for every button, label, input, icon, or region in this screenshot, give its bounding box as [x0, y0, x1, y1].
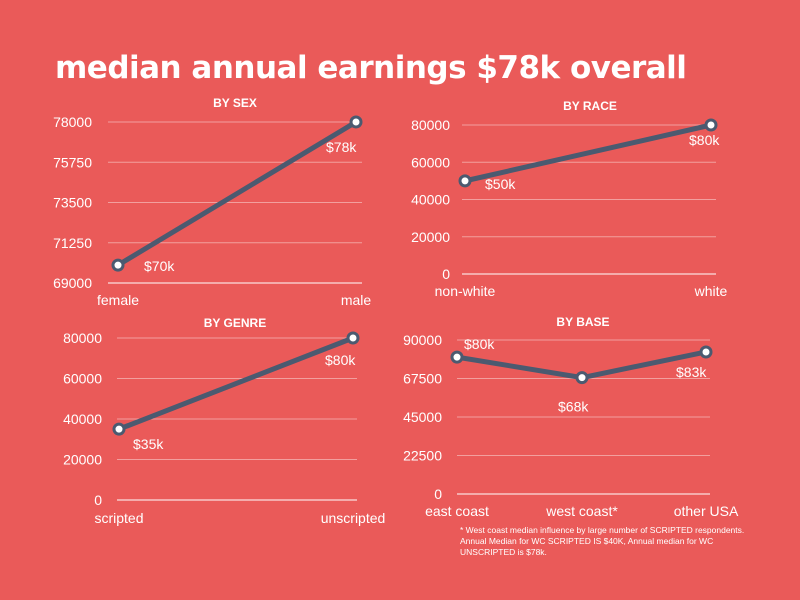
- data-label: $80k: [464, 336, 495, 352]
- y-tick-label: 78000: [53, 114, 92, 130]
- series-line: [115, 119, 359, 268]
- y-tick-label: 80000: [411, 117, 450, 133]
- y-tick-label: 60000: [411, 154, 450, 170]
- x-category-label: unscripted: [321, 510, 386, 526]
- data-point-marker: [450, 350, 464, 364]
- chart-base: BY BASE 0 22500 45000 67500 90000 east coast we…: [403, 315, 739, 519]
- data-label: $83k: [676, 364, 707, 380]
- y-tick-label: 69000: [53, 275, 92, 291]
- data-label: $78k: [326, 139, 357, 155]
- x-category-label: female: [97, 292, 139, 308]
- data-point-marker: [704, 118, 718, 132]
- y-tick-label: 0: [94, 492, 102, 508]
- y-tick-label: 45000: [403, 409, 442, 425]
- data-point-marker: [458, 174, 472, 188]
- x-category-label: east coast: [425, 503, 489, 519]
- y-tick-label: 71250: [53, 235, 92, 251]
- y-tick-label: 67500: [403, 371, 442, 387]
- chart-title: BY GENRE: [204, 316, 266, 330]
- y-tick-label: 73500: [53, 195, 92, 211]
- chart-sex: BY SEX 69000 71250 73500 75750 78000 female mal…: [53, 96, 371, 308]
- data-point-marker: [112, 422, 126, 436]
- y-tick-label: 22500: [403, 448, 442, 464]
- y-tick-label: 40000: [411, 192, 450, 208]
- data-point-marker: [349, 115, 363, 129]
- x-category-label: non-white: [435, 283, 496, 299]
- data-label: $35k: [133, 436, 164, 452]
- data-label: $68k: [558, 399, 589, 415]
- footnote: * West coast median influence by large n…: [460, 525, 745, 557]
- series-line: [116, 335, 356, 432]
- x-category-label: other USA: [674, 503, 739, 519]
- data-label: $70k: [144, 258, 175, 274]
- x-category-label: west coast*: [545, 503, 618, 519]
- data-label: $80k: [325, 352, 356, 368]
- chart-title: BY BASE: [556, 315, 609, 329]
- y-tick-label: 40000: [63, 411, 102, 427]
- data-label: $50k: [485, 176, 516, 192]
- chart-race: BY RACE 0 20000 40000 60000 80000 non-white whi…: [411, 99, 727, 299]
- data-point-marker: [346, 331, 360, 345]
- data-label: $80k: [689, 132, 720, 148]
- data-point-marker: [699, 345, 713, 359]
- data-point-marker: [111, 258, 125, 272]
- y-tick-label: 60000: [63, 371, 102, 387]
- x-category-label: male: [341, 292, 372, 308]
- y-tick-label: 90000: [403, 332, 442, 348]
- chart-title: BY RACE: [563, 99, 617, 113]
- y-tick-label: 20000: [63, 452, 102, 468]
- data-point-marker: [575, 371, 589, 385]
- x-category-label: white: [694, 283, 728, 299]
- y-tick-label: 0: [442, 266, 450, 282]
- y-tick-label: 75750: [53, 154, 92, 170]
- series-line: [462, 122, 714, 184]
- main-title: median annual earnings $78k overall: [55, 50, 687, 86]
- y-tick-label: 0: [434, 486, 442, 502]
- x-category-label: scripted: [94, 510, 143, 526]
- chart-genre: BY GENRE 0 20000 40000 60000 80000 scripted uns…: [63, 316, 385, 526]
- y-tick-label: 20000: [411, 229, 450, 245]
- y-tick-label: 80000: [63, 330, 102, 346]
- chart-title: BY SEX: [213, 96, 257, 110]
